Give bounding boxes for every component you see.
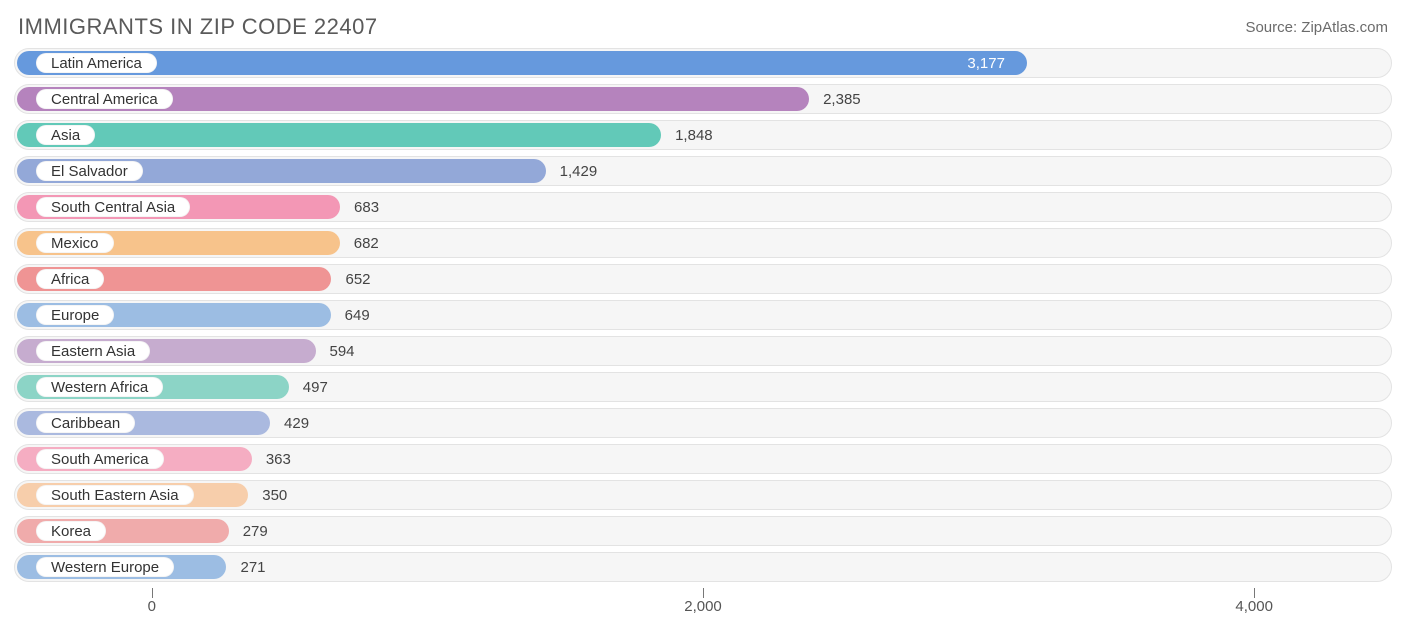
bar-label-pill: Europe [36,305,114,325]
bar-value: 497 [303,372,328,402]
bar-row: Western Africa 497 [14,372,1392,402]
x-axis-tick-label: 4,000 [1235,598,1273,615]
bar-label-pill: Mexico [36,233,114,253]
bar-row: Korea 279 [14,516,1392,546]
bar-row: South Central Asia 683 [14,192,1392,222]
bar-label-pill: Asia [36,125,95,145]
bar-value: 683 [354,192,379,222]
chart-plot-area: Latin America 3,177 Central America 2,385 As… [14,48,1392,582]
bar-label-pill: Western Europe [36,557,174,577]
bar-value: 3,177 [967,48,1005,78]
bar-row: Eastern Asia 594 [14,336,1392,366]
chart-container: IMMIGRANTS IN ZIP CODE 22407 Source: Zip… [0,0,1406,643]
bar-row: Africa 652 [14,264,1392,294]
x-axis-tick [703,588,704,598]
bar-value: 2,385 [823,84,861,114]
x-axis-tick [1254,588,1255,598]
bar-row: Latin America 3,177 [14,48,1392,78]
bar-row: South Eastern Asia 350 [14,480,1392,510]
bar-label-pill: Latin America [36,53,157,73]
bar-value: 649 [345,300,370,330]
chart-header: IMMIGRANTS IN ZIP CODE 22407 Source: Zip… [14,10,1392,48]
x-axis-tick [152,588,153,598]
bar-label-pill: South Central Asia [36,197,190,217]
x-axis-tick-label: 0 [148,598,156,615]
bar-fill [17,123,661,147]
x-axis: 0 2,000 4,000 [14,588,1392,616]
bar-fill [17,51,1027,75]
bar-value: 279 [243,516,268,546]
bar-row: South America 363 [14,444,1392,474]
bar-label-pill: South America [36,449,164,469]
bar-label-pill: South Eastern Asia [36,485,194,505]
bar-row: Caribbean 429 [14,408,1392,438]
bar-row: El Salvador 1,429 [14,156,1392,186]
bar-value: 1,429 [560,156,598,186]
bar-row: Europe 649 [14,300,1392,330]
bar-value: 271 [240,552,265,582]
bar-label-pill: Korea [36,521,106,541]
bar-value: 429 [284,408,309,438]
bar-label-pill: Caribbean [36,413,135,433]
chart-source: Source: ZipAtlas.com [1245,19,1388,36]
chart-title: IMMIGRANTS IN ZIP CODE 22407 [18,14,378,40]
bar-row: Mexico 682 [14,228,1392,258]
bar-value: 652 [345,264,370,294]
bar-value: 363 [266,444,291,474]
bar-row: Asia 1,848 [14,120,1392,150]
bar-label-pill: Western Africa [36,377,163,397]
bar-row: Central America 2,385 [14,84,1392,114]
x-axis-tick-label: 2,000 [684,598,722,615]
bar-row: Western Europe 271 [14,552,1392,582]
bar-label-pill: El Salvador [36,161,143,181]
bar-label-pill: Africa [36,269,104,289]
bar-value: 350 [262,480,287,510]
bar-label-pill: Eastern Asia [36,341,150,361]
bar-value: 682 [354,228,379,258]
bar-label-pill: Central America [36,89,173,109]
bar-value: 1,848 [675,120,713,150]
bar-value: 594 [330,336,355,366]
